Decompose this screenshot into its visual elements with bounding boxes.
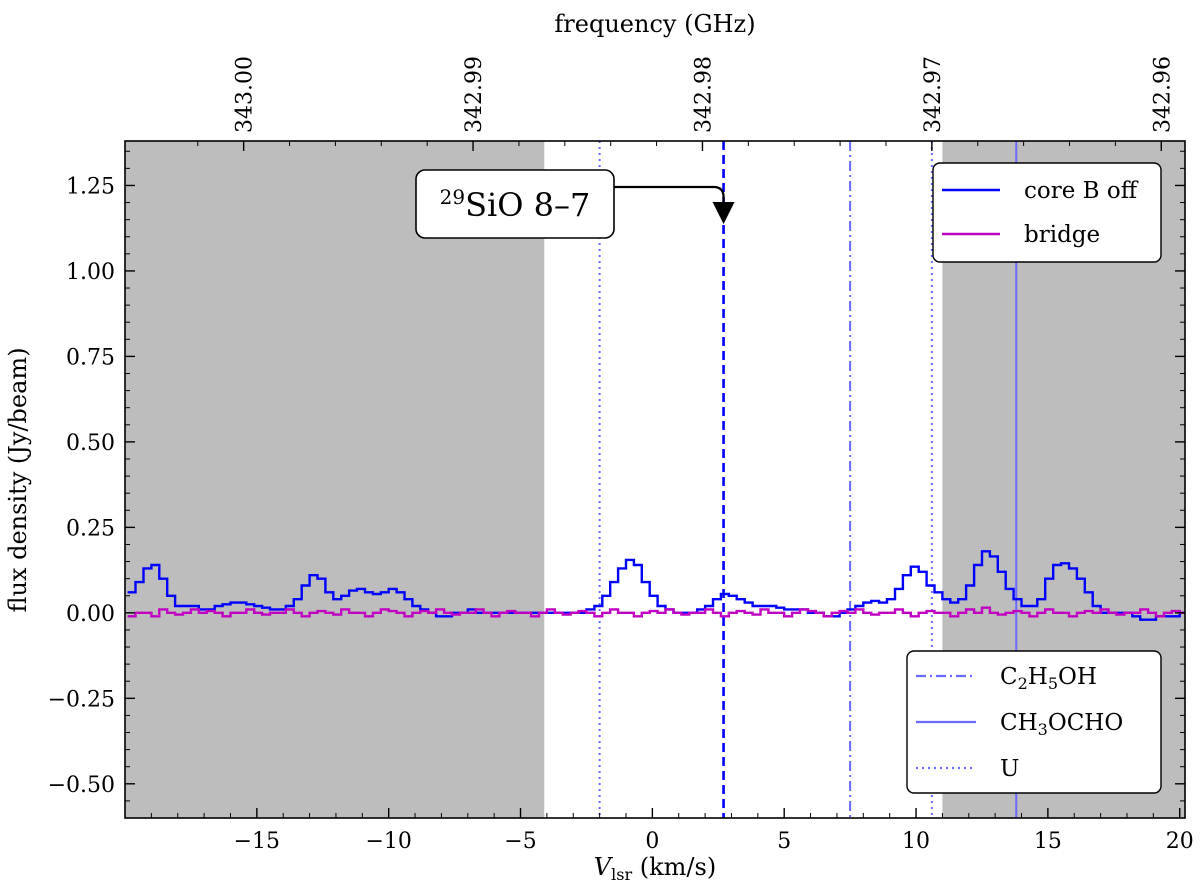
shaded-region: [125, 141, 545, 818]
legend-label-sub: 5: [1048, 674, 1058, 693]
plot-frame: [124, 140, 1186, 819]
legend-upper-box: [932, 162, 1162, 263]
annotation-isotope: 29: [440, 185, 465, 209]
annotation-label: SiO 8–7: [465, 186, 590, 224]
x-tick-label: 20: [1166, 829, 1194, 854]
y-tick-label: −0.50: [48, 773, 115, 798]
top-tick-label: 342.98: [691, 56, 716, 133]
top-tick-label: 342.97: [921, 56, 946, 133]
x-tick-label: −15: [234, 829, 280, 854]
legend-label-part: C: [1000, 664, 1018, 690]
legend-upper: core B off bridge: [932, 162, 1162, 263]
x-axis-title-main: V: [594, 853, 614, 881]
legend-label: U: [1000, 756, 1019, 782]
annotation-box: [415, 169, 615, 239]
x-tick-label: −5: [504, 829, 536, 854]
y-tick-label: −0.25: [48, 687, 115, 712]
x-axis-title-unit: (km/s): [632, 853, 716, 881]
legend-label-sub: 2: [1018, 674, 1028, 693]
annotation-arrow: [614, 185, 735, 225]
legend-label: C2H5OH: [1000, 664, 1097, 693]
line-annotation: 29SiO 8–7: [415, 169, 735, 239]
legend-label: core B off: [1024, 178, 1139, 204]
top-tick-label: 342.99: [462, 56, 487, 133]
x-axis-title: Vlsr (km/s): [594, 853, 716, 884]
legend-label-part: OCHO: [1048, 710, 1123, 736]
legend-label-part: U: [1000, 756, 1019, 782]
series-core-B-off: [127, 550, 1185, 621]
legend-label-part: OH: [1058, 664, 1097, 690]
y-tick-label: 1.25: [66, 174, 115, 199]
legend-lower-box: [906, 650, 1162, 794]
legend-label: CH3OCHO: [1000, 710, 1123, 739]
x-axis-title-sub: lsr: [611, 865, 632, 884]
series-bridge: [127, 606, 1185, 618]
y-tick-label: 0.00: [66, 602, 115, 627]
top-tick-label: 343.00: [233, 56, 258, 133]
axis-ticks: −15 −10 −5 0 5 10 15 20 1.25 1.00 0.75 0.50 0.25 0.00…: [48, 56, 1194, 854]
x-tick-label: 10: [902, 829, 930, 854]
y-tick-label: 0.25: [66, 516, 115, 541]
y-axis-title: flux density (Jy/beam): [4, 347, 32, 612]
legend-label-sub: 3: [1038, 720, 1048, 739]
x-tick-label: 15: [1034, 829, 1062, 854]
legend-label-part: H: [1028, 664, 1048, 690]
x-tick-label: 0: [645, 829, 659, 854]
spectra: [127, 550, 1185, 621]
legend-label-part: CH: [1000, 710, 1038, 736]
top-axis-title: frequency (GHz): [554, 10, 755, 38]
y-tick-label: 1.00: [66, 260, 115, 285]
annotation-text: 29SiO 8–7: [440, 185, 591, 224]
y-tick-label: 0.50: [66, 431, 115, 456]
top-tick-label: 342.96: [1150, 56, 1175, 133]
y-tick-label: 0.75: [66, 345, 115, 370]
x-tick-label: −10: [365, 829, 411, 854]
legend-label: bridge: [1024, 222, 1100, 248]
x-tick-label: 5: [777, 829, 791, 854]
